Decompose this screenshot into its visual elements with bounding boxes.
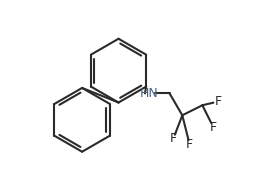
Text: F: F: [210, 121, 217, 134]
Text: HN: HN: [140, 87, 159, 100]
Text: F: F: [186, 138, 193, 151]
Text: F: F: [170, 132, 177, 145]
Text: F: F: [214, 95, 222, 108]
